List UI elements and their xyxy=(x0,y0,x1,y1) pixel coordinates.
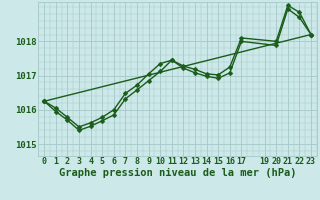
X-axis label: Graphe pression niveau de la mer (hPa): Graphe pression niveau de la mer (hPa) xyxy=(59,168,296,178)
